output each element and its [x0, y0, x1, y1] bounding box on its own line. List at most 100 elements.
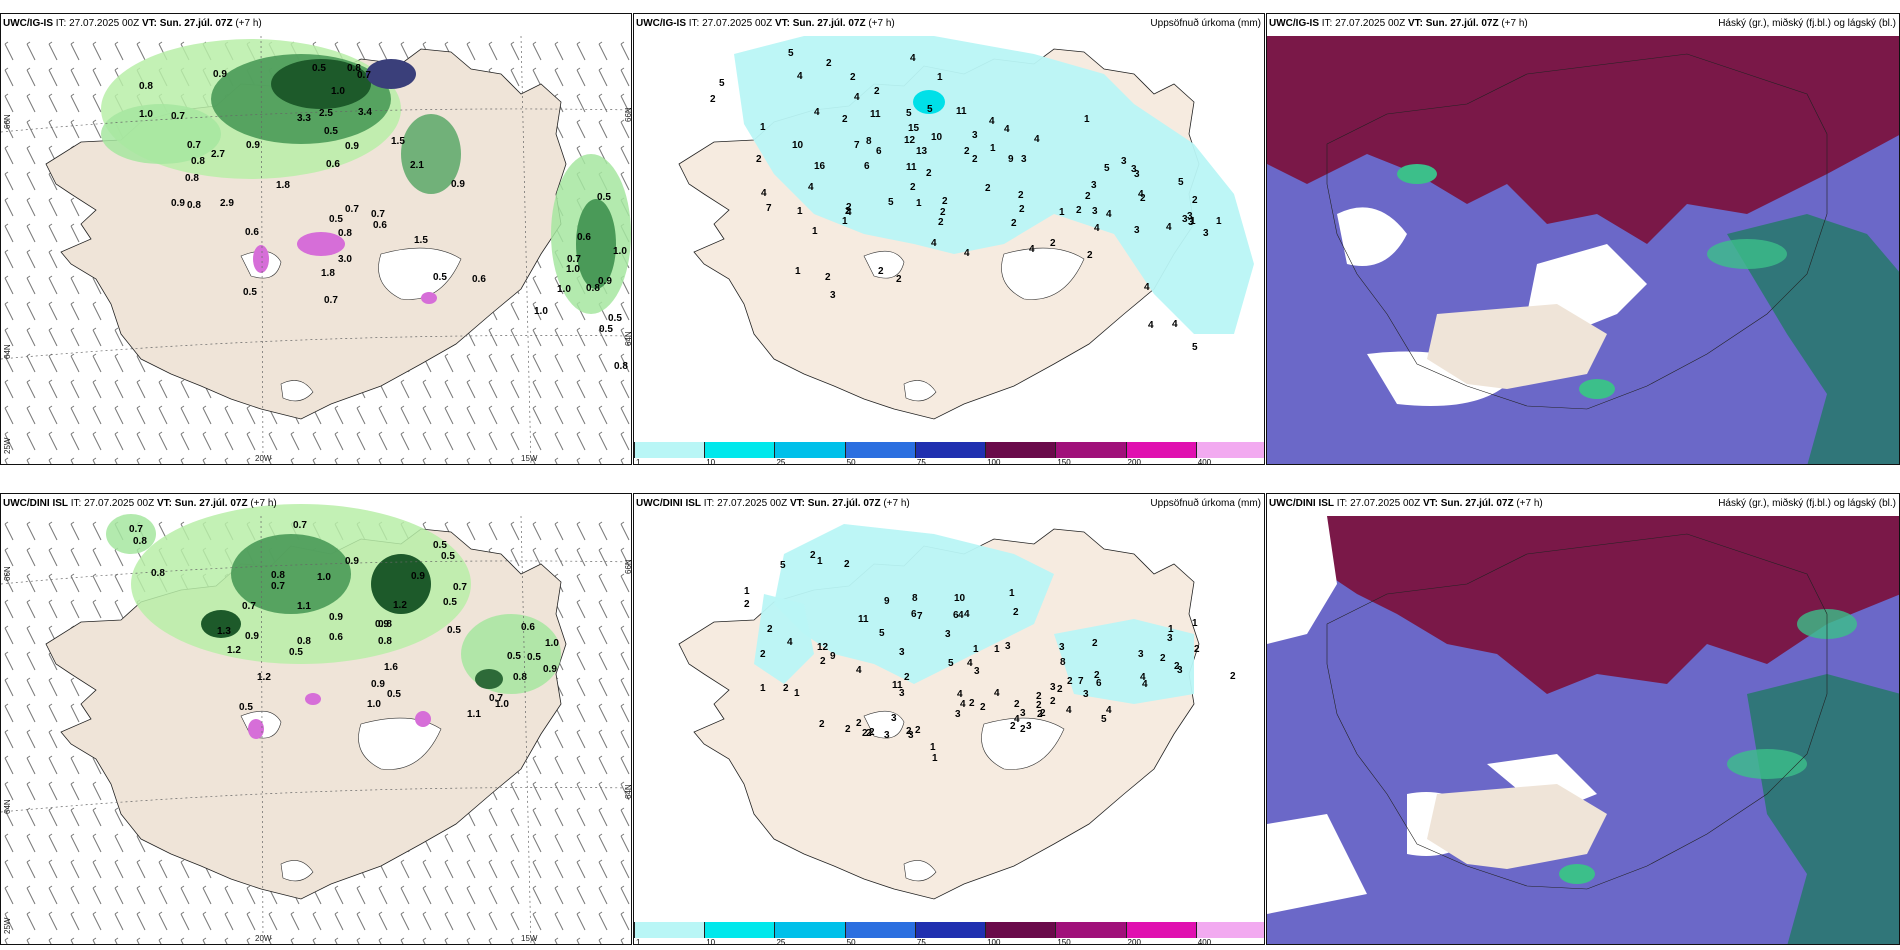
precip-value-label: 0.5 — [447, 625, 461, 636]
precip-value-label: 2 — [985, 183, 991, 194]
precip-value-label: 1.0 — [139, 109, 153, 120]
precip-value-label: 0.8 — [271, 570, 285, 581]
colorbar-swatch — [704, 442, 775, 458]
precip-value-label: 1.0 — [317, 572, 331, 583]
precip-value-label: 2 — [1087, 250, 1093, 261]
precip-value-label: 4 — [958, 610, 964, 621]
precip-value-label: 3 — [1021, 154, 1027, 165]
precip-value-label: 3 — [1167, 633, 1173, 644]
precip-value-label: 3 — [1050, 682, 1056, 693]
precip-value-label: 2 — [910, 182, 916, 193]
precip-value-label: 3 — [1131, 164, 1137, 175]
precip-value-label: 1.0 — [331, 86, 345, 97]
precip-value-label: 2 — [820, 656, 826, 667]
iceland-land — [1427, 304, 1607, 389]
precip-value-label: 4 — [1172, 319, 1178, 330]
precip-value-label: 1 — [932, 753, 938, 764]
precip-value-label: 0.7 — [345, 204, 359, 215]
colorbar-swatch — [914, 922, 986, 938]
lon-label: 15W — [521, 454, 538, 463]
panel-header: UWC/IG-IS IT: 27.07.2025 00Z VT: Sun. 27… — [634, 14, 1264, 34]
precip-value-label: 0.5 — [433, 272, 447, 283]
precip-value-label: 10 — [792, 140, 804, 151]
precip-value-label: 2 — [874, 86, 880, 97]
precip-value-label: 7 — [1078, 676, 1084, 687]
precip-value-label: 3 — [1121, 156, 1127, 167]
precip-value-label: 1 — [794, 688, 800, 699]
precip-value-label: 3 — [899, 688, 905, 699]
lat-label: 66N — [3, 566, 12, 581]
precip-value-label: 0.5 — [597, 192, 611, 203]
precip-value-label: 4 — [1140, 672, 1146, 683]
lat-label-right: 64N — [624, 331, 632, 346]
precip-value-label: 0.7 — [187, 140, 201, 151]
precip-value-label: 0.7 — [324, 295, 338, 306]
map-bottom-left — [1, 504, 631, 944]
lon-label: 20W — [255, 934, 272, 943]
precip-value-label: 6 — [953, 610, 959, 621]
precip-value-label: 2 — [1020, 724, 1026, 735]
model-name: UWC/DINI ISL — [636, 498, 701, 509]
model-name: UWC/IG-IS — [3, 18, 53, 29]
precip-value-label: 3 — [1188, 217, 1194, 228]
precip-value-label: 1 — [812, 226, 818, 237]
precip-value-label: 7 — [766, 203, 772, 214]
precip-value-label: 0.5 — [324, 126, 338, 137]
precip-value-label: 11 — [858, 614, 869, 625]
precip-value-label: 2 — [964, 146, 970, 157]
precip-value-label: 1 — [990, 143, 996, 154]
precip-value-label: 4 — [787, 637, 793, 648]
precip-value-label: 1.2 — [257, 672, 271, 683]
model-name: UWC/DINI ISL — [1269, 498, 1334, 509]
precip-value-label: 1 — [930, 742, 936, 753]
low-cloud-patch — [1707, 239, 1787, 269]
colorbar-tick: 200 — [1127, 938, 1141, 945]
precip-value-label: 2.9 — [220, 198, 234, 209]
precip-value-label: 3 — [891, 713, 897, 724]
precip-value-label: 0.5 — [608, 313, 622, 324]
precip-value-label: 1 — [760, 122, 766, 133]
colorbar-tick: 100 — [987, 938, 1001, 945]
precip-value-label: 2 — [1036, 700, 1042, 711]
precip-value-label: 2 — [826, 58, 832, 69]
colorbar-swatch — [634, 922, 705, 938]
precip-value-label: 2 — [942, 196, 948, 207]
panel-title: Háský (gr.), miðský (fj.bl.) og lágský (… — [1718, 498, 1896, 509]
precip-value-label: 2.7 — [211, 149, 225, 160]
precip-value-label: 1 — [916, 198, 922, 209]
precip-value-label: 0.8 — [297, 636, 311, 647]
precip-value-label: 2.5 — [319, 108, 333, 119]
precip-value-label: 3 — [1203, 228, 1209, 239]
lat-label: 64N — [3, 799, 12, 814]
precip-value-label: 2 — [1014, 699, 1020, 710]
precip-value-label: 0.7 — [371, 209, 385, 220]
precip-value-label: 3 — [972, 130, 978, 141]
precip-value-label: 2 — [869, 727, 875, 738]
high-cloud-field — [1267, 36, 1899, 244]
precip-value-label: 10 — [954, 593, 966, 604]
precip-value-label: 2 — [1050, 696, 1056, 707]
precip-value-label: 1 — [1192, 618, 1198, 629]
precip-value-label: 0.6 — [245, 227, 259, 238]
colorbar-tick: 200 — [1127, 458, 1141, 465]
precip-value-label: 4 — [854, 92, 860, 103]
precip-value-label: 1.0 — [566, 264, 580, 275]
precip-value-label: 0.5 — [239, 702, 253, 713]
precip-value-label: 2 — [710, 94, 716, 105]
precip-value-label: 0.6 — [521, 622, 535, 633]
precip-value-label: 0.6 — [329, 632, 343, 643]
precip-value-label: 3 — [1091, 180, 1097, 191]
precip-value-label: 0.9 — [345, 556, 359, 567]
model-name: UWC/IG-IS — [1269, 18, 1319, 29]
colorbar-tick: 75 — [916, 938, 926, 945]
precip-value-label: 0.8 — [185, 173, 199, 184]
precip-value-label: 11 — [870, 109, 881, 120]
colorbar-swatch — [774, 922, 845, 938]
lat-label: 66N — [3, 114, 12, 129]
precip-value-label: 8 — [866, 136, 872, 147]
precip-value-label: 0.9 — [411, 571, 425, 582]
precip-value-label: 7 — [917, 611, 923, 622]
glaciers — [863, 710, 1065, 882]
precip-value-label: 2 — [845, 206, 851, 217]
panel-header: UWC/DINI ISL IT: 27.07.2025 00Z VT: Sun.… — [634, 494, 1264, 514]
